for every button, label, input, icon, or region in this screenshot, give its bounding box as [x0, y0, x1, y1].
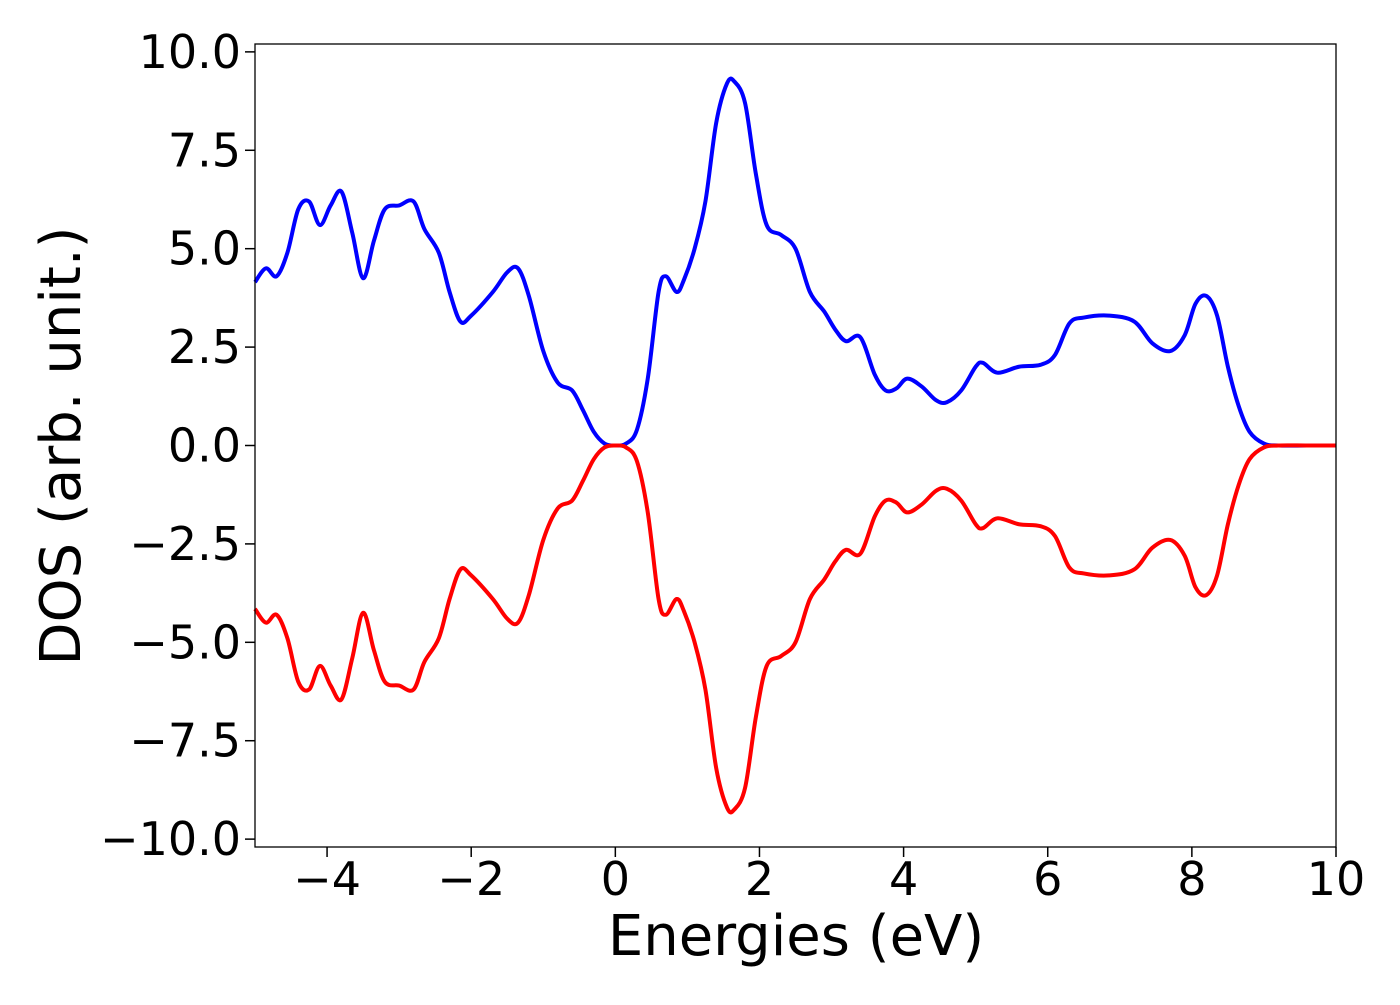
- series-line-1: [253, 76, 1337, 448]
- x-tick-label: 2: [745, 852, 774, 906]
- y-tick-label: 0.0: [168, 419, 241, 473]
- y-tick-label: 5.0: [168, 222, 241, 276]
- series-layer: [253, 76, 1337, 815]
- x-tick-label: −4: [293, 852, 361, 906]
- y-tick-label: −2.5: [129, 517, 241, 571]
- y-tick-label: −10.0: [100, 812, 241, 866]
- x-tick-label: −2: [437, 852, 505, 906]
- y-axis-title: DOS (arb. unit.): [29, 226, 94, 665]
- y-axis: 10.0 7.5 5.0 2.5 0.0 −2.5 −5.0 −7.5 −10.0: [100, 25, 255, 866]
- y-tick-label: −7.5: [129, 714, 241, 768]
- x-tick-label: 6: [1033, 852, 1062, 906]
- x-tick-label: 8: [1177, 852, 1206, 906]
- y-tick-label: −5.0: [129, 615, 241, 669]
- x-tick-label: 4: [889, 852, 918, 906]
- series-line-2: [253, 443, 1337, 815]
- y-tick-label: 7.5: [168, 123, 241, 177]
- x-axis: −4 −2 0 2 4 6 8 10: [293, 847, 1365, 906]
- x-tick-label: 10: [1307, 852, 1366, 906]
- x-tick-label: 0: [601, 852, 630, 906]
- y-tick-label: 2.5: [168, 320, 241, 374]
- plot-frame: [254, 43, 1337, 848]
- x-axis-title: Energies (eV): [608, 904, 984, 969]
- y-tick-label: 10.0: [139, 25, 241, 79]
